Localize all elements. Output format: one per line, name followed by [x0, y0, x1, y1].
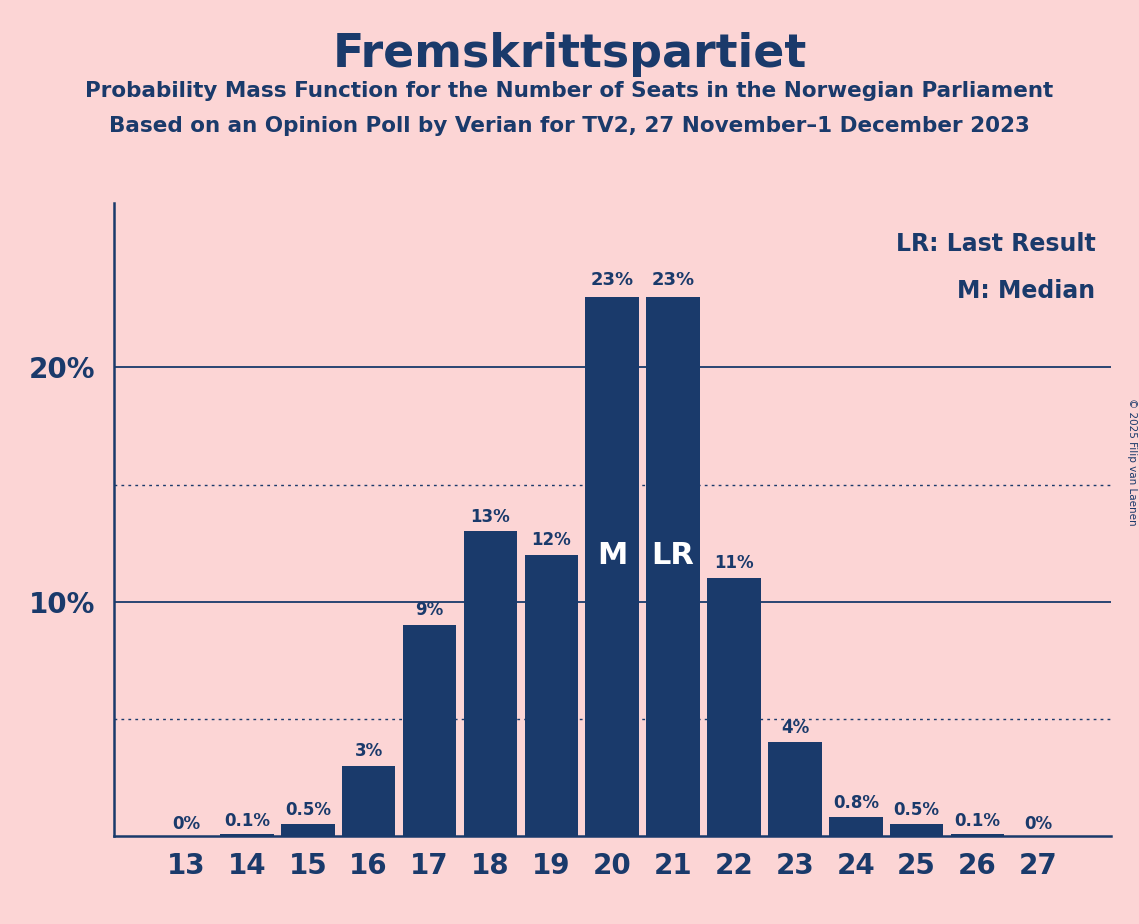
Text: 23%: 23% — [591, 271, 633, 289]
Text: 0%: 0% — [1024, 815, 1052, 833]
Text: 11%: 11% — [714, 554, 754, 573]
Bar — [342, 766, 395, 836]
Text: Fremskrittspartiet: Fremskrittspartiet — [333, 32, 806, 78]
Text: Based on an Opinion Poll by Verian for TV2, 27 November–1 December 2023: Based on an Opinion Poll by Verian for T… — [109, 116, 1030, 137]
Text: 23%: 23% — [652, 271, 695, 289]
Bar — [890, 824, 943, 836]
Text: 0%: 0% — [172, 815, 200, 833]
Bar — [829, 818, 883, 836]
Text: 0.8%: 0.8% — [833, 794, 879, 811]
Text: M: Median: M: Median — [958, 279, 1096, 303]
Text: LR: Last Result: LR: Last Result — [896, 232, 1096, 256]
Text: 0.5%: 0.5% — [285, 800, 330, 819]
Text: 9%: 9% — [416, 602, 444, 619]
Text: LR: LR — [652, 541, 695, 570]
Bar — [464, 531, 517, 836]
Text: 12%: 12% — [532, 531, 571, 549]
Bar — [220, 833, 273, 836]
Text: 0.5%: 0.5% — [894, 800, 940, 819]
Bar — [646, 297, 699, 836]
Text: 13%: 13% — [470, 507, 510, 526]
Bar — [707, 578, 761, 836]
Bar — [403, 626, 457, 836]
Text: 4%: 4% — [780, 719, 809, 736]
Bar — [768, 743, 821, 836]
Bar — [585, 297, 639, 836]
Text: 3%: 3% — [354, 742, 383, 760]
Text: M: M — [597, 541, 628, 570]
Bar — [951, 833, 1005, 836]
Text: 0.1%: 0.1% — [224, 812, 270, 831]
Text: 0.1%: 0.1% — [954, 812, 1000, 831]
Text: © 2025 Filip van Laenen: © 2025 Filip van Laenen — [1126, 398, 1137, 526]
Bar — [525, 555, 579, 836]
Text: Probability Mass Function for the Number of Seats in the Norwegian Parliament: Probability Mass Function for the Number… — [85, 81, 1054, 102]
Bar — [281, 824, 335, 836]
